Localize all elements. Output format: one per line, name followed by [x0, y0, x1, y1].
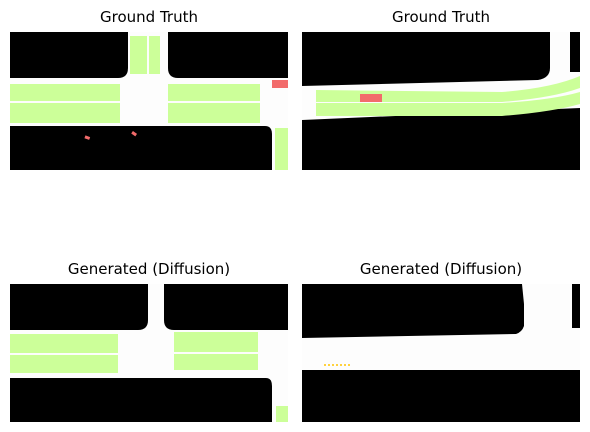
panel-title-generated-1: Generated (Diffusion) — [67, 260, 231, 278]
panel-title-generated-2: Generated (Diffusion) — [359, 260, 523, 278]
generated-map-2 — [302, 284, 580, 422]
ground-truth-map-2 — [302, 32, 580, 170]
generated-map-1 — [10, 284, 288, 422]
panel-title-ground-truth-1: Ground Truth — [100, 8, 198, 26]
ground-truth-map-1 — [10, 32, 288, 170]
panel-title-ground-truth-2: Ground Truth — [392, 8, 490, 26]
